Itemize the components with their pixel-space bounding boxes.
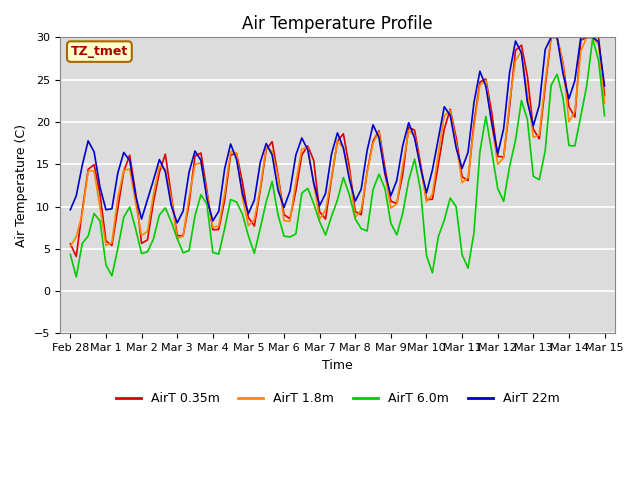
AirT 22m (132, 192, 140, 198)
AirT 1.8m (67, 243, 74, 249)
AirT 6.0m (209, 250, 216, 255)
AirT 22m (173, 220, 181, 226)
Y-axis label: Air Temperature (C): Air Temperature (C) (15, 124, 28, 247)
Line: AirT 1.8m: AirT 1.8m (70, 37, 605, 246)
AirT 22m (595, 39, 602, 45)
X-axis label: Time: Time (322, 359, 353, 372)
AirT 0.35m (138, 240, 145, 246)
Line: AirT 0.35m: AirT 0.35m (70, 37, 605, 256)
AirT 0.35m (72, 253, 80, 259)
AirT 0.35m (209, 227, 216, 233)
AirT 6.0m (67, 252, 74, 257)
AirT 6.0m (595, 58, 602, 64)
AirT 22m (209, 218, 216, 224)
AirT 1.8m (601, 100, 609, 106)
AirT 0.35m (67, 241, 74, 247)
Legend: AirT 0.35m, AirT 1.8m, AirT 6.0m, AirT 22m: AirT 0.35m, AirT 1.8m, AirT 6.0m, AirT 2… (111, 387, 564, 410)
AirT 0.35m (381, 165, 388, 170)
AirT 0.35m (197, 150, 205, 156)
AirT 1.8m (203, 191, 211, 196)
AirT 22m (601, 83, 609, 89)
AirT 6.0m (524, 117, 531, 122)
AirT 6.0m (72, 274, 80, 280)
AirT 6.0m (381, 186, 388, 192)
AirT 22m (67, 207, 74, 213)
AirT 1.8m (547, 35, 555, 40)
AirT 1.8m (191, 162, 199, 168)
Title: Air Temperature Profile: Air Temperature Profile (242, 15, 433, 33)
AirT 22m (524, 99, 531, 105)
AirT 22m (381, 170, 388, 176)
AirT 1.8m (518, 48, 525, 54)
AirT 1.8m (589, 35, 596, 40)
AirT 0.35m (524, 73, 531, 79)
Line: AirT 6.0m: AirT 6.0m (70, 38, 605, 277)
AirT 1.8m (595, 42, 602, 48)
AirT 22m (197, 157, 205, 163)
Text: TZ_tmet: TZ_tmet (71, 45, 128, 58)
Line: AirT 22m: AirT 22m (70, 37, 605, 223)
AirT 6.0m (197, 192, 205, 198)
AirT 0.35m (601, 93, 609, 98)
AirT 0.35m (595, 35, 602, 40)
AirT 6.0m (138, 251, 145, 256)
AirT 6.0m (601, 113, 609, 119)
AirT 22m (547, 35, 555, 40)
AirT 1.8m (132, 200, 140, 206)
AirT 0.35m (547, 35, 555, 40)
AirT 6.0m (589, 36, 596, 41)
